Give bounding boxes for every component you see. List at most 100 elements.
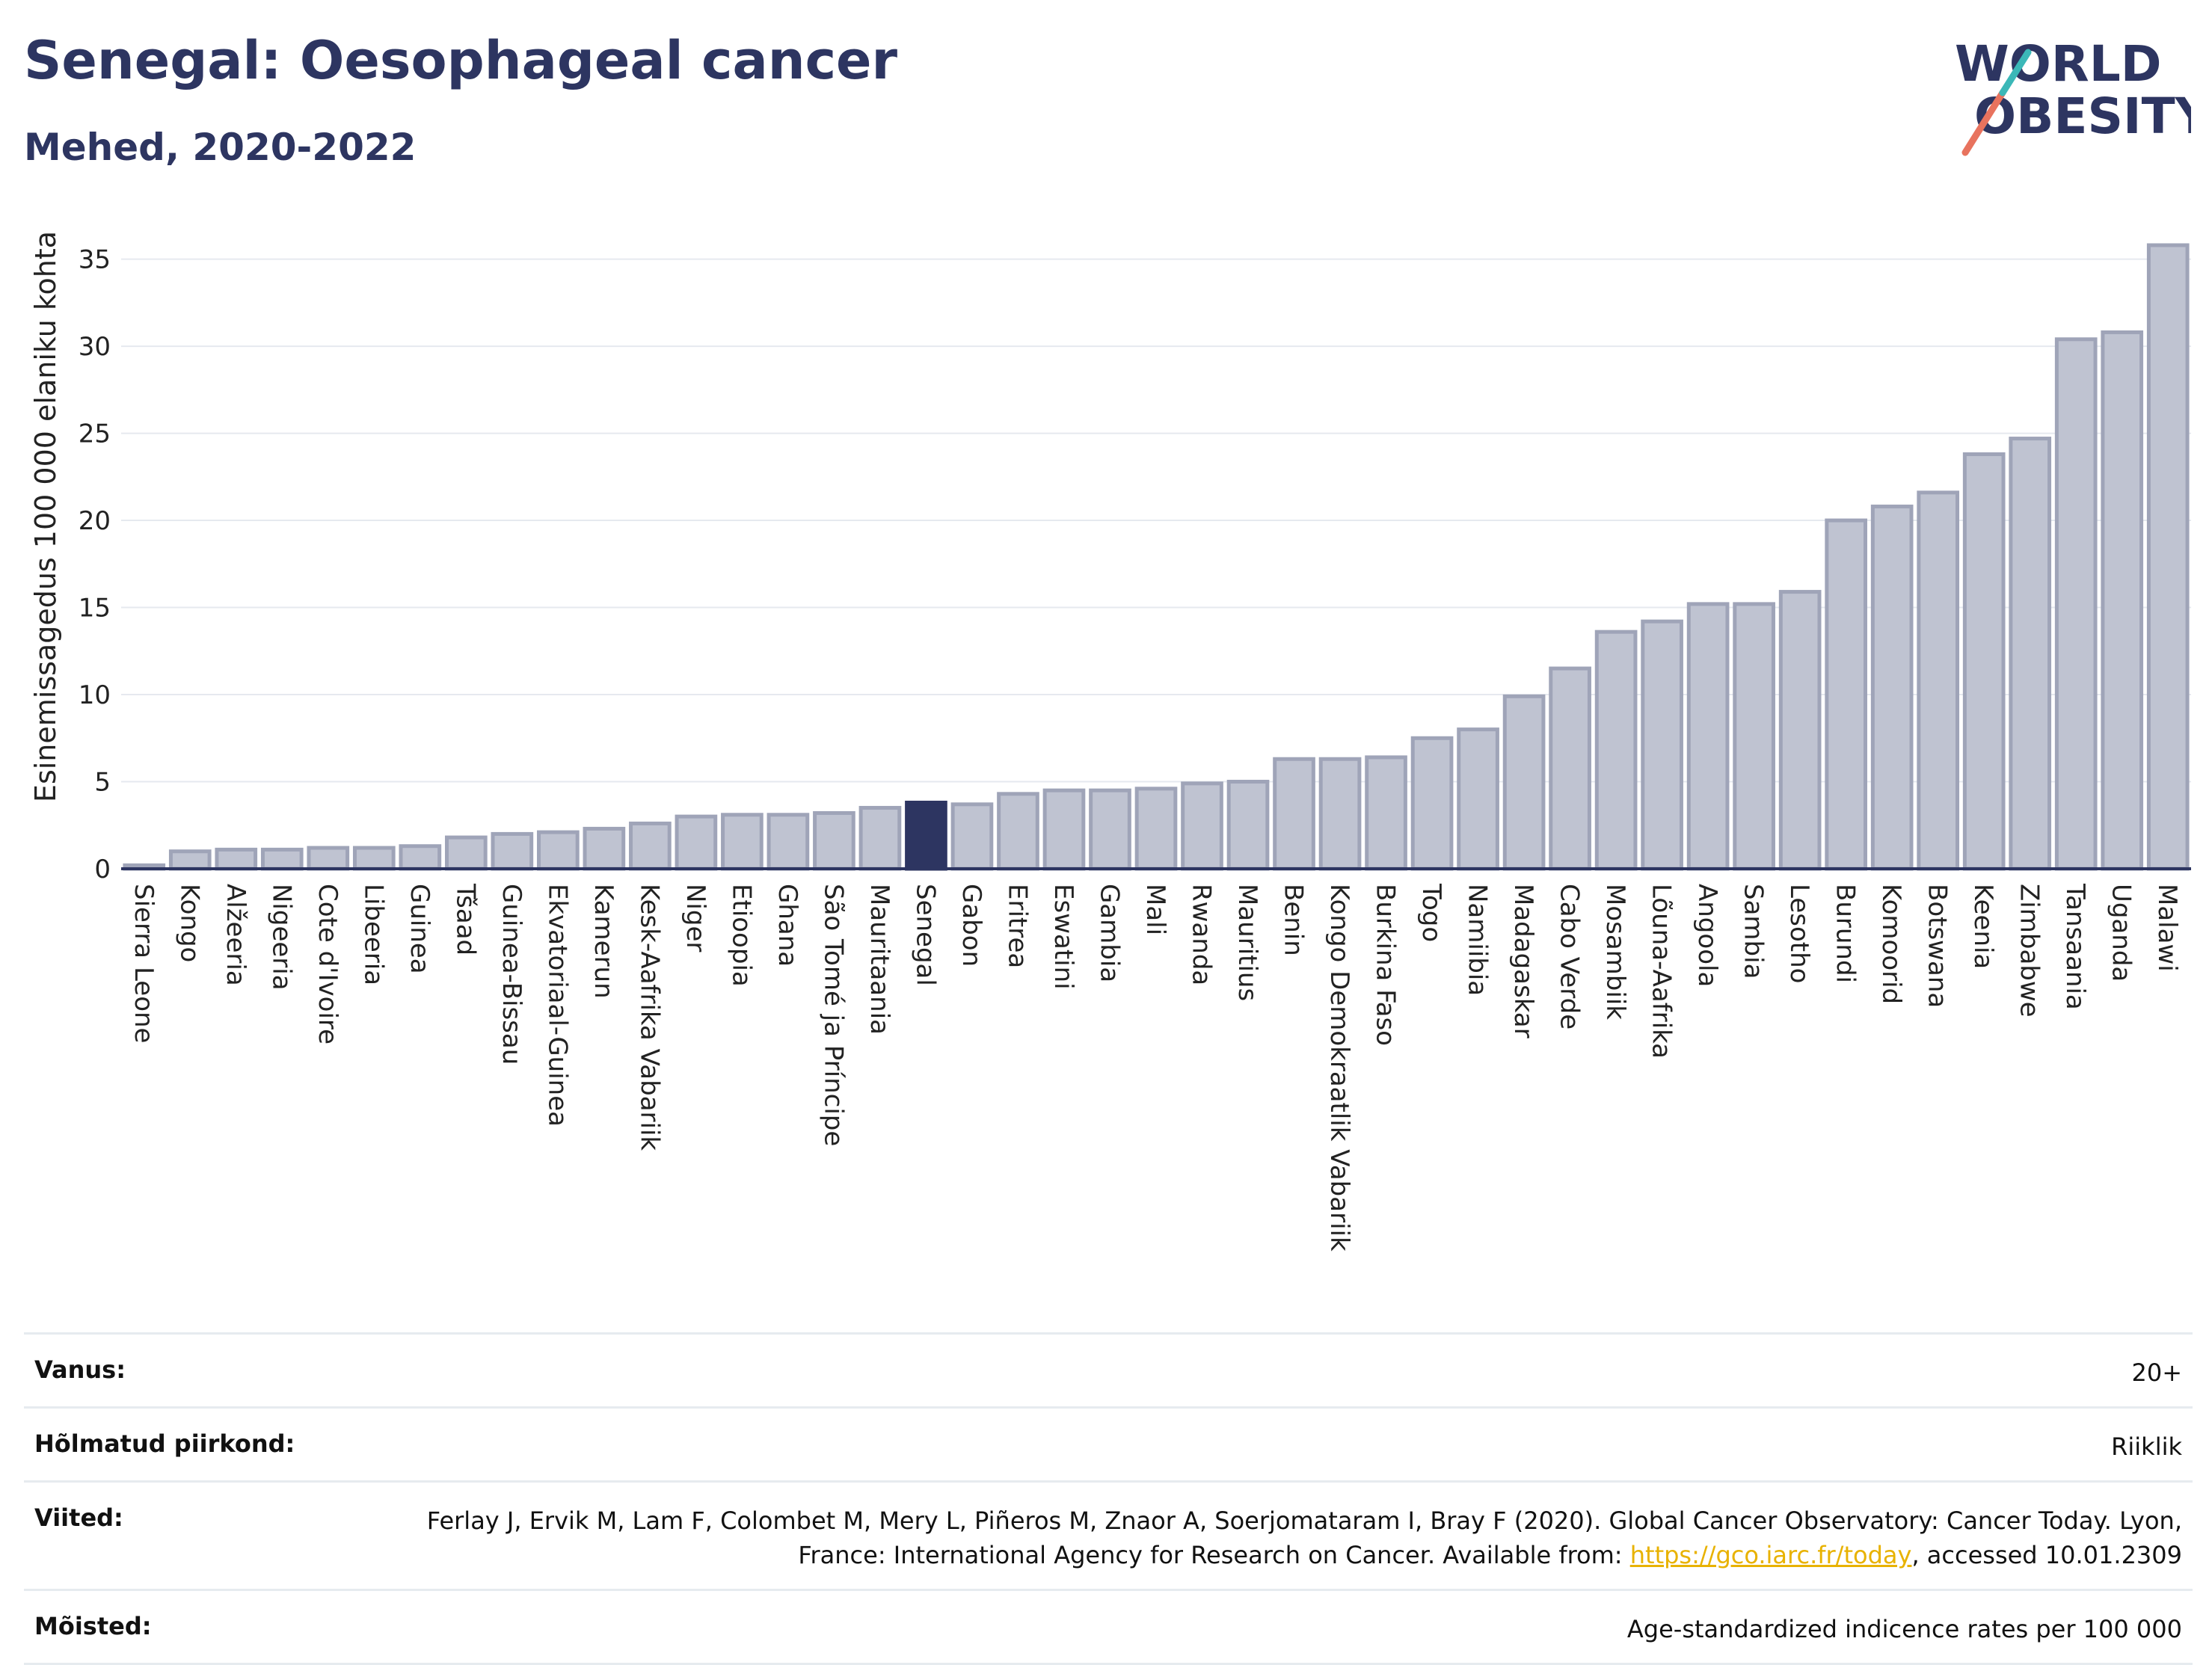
y-tick-label-0: 0 <box>94 855 111 884</box>
x-tick-label: Kongo Demokraatlik Vabariik <box>1324 884 1354 1252</box>
x-tick-label: Guinea-Bissau <box>497 884 526 1065</box>
x-tick-label: Mauritius <box>1232 884 1262 1001</box>
bar-kongo-demokraatlik-vabariik <box>1318 757 1362 871</box>
x-tick-label: Angoola <box>1692 884 1722 987</box>
bar-togo <box>1410 736 1454 871</box>
region-label: Hõlmatud piirkond: <box>34 1429 295 1458</box>
references-label: Viited: <box>34 1504 123 1532</box>
x-tick-label: Komoorid <box>1876 884 1906 1004</box>
x-tick-label: Malawi <box>2152 884 2182 972</box>
y-tick-label-5: 5 <box>94 768 111 798</box>
bar-guinea <box>399 844 442 871</box>
bar-s-o-tom-ja-pr-ncipe <box>813 810 855 871</box>
bar-malawi <box>2146 243 2190 871</box>
logo-line1: WORLD <box>1955 35 2162 93</box>
x-tick-label: Lõuna-Aafrika <box>1647 884 1677 1059</box>
bar-uganda <box>2101 330 2144 871</box>
references-link[interactable]: https://gco.iarc.fr/today <box>1629 1541 1912 1569</box>
x-tick-label: Rwanda <box>1187 884 1217 985</box>
bar-niger <box>675 814 718 871</box>
logo-slash-red <box>1961 89 2006 156</box>
x-tick-label: Togo <box>1416 883 1446 942</box>
bar-mali <box>1134 787 1178 871</box>
x-tick-label: Kongo <box>174 884 204 962</box>
bar-ghana <box>766 813 810 871</box>
x-tick-label: Sambia <box>1739 884 1769 979</box>
references-value: Ferlay J, Ervik M, Lam F, Colombet M, Me… <box>387 1504 2182 1572</box>
x-tick-label: Burkina Faso <box>1371 884 1401 1046</box>
age-label: Vanus: <box>34 1355 126 1384</box>
bar-madagaskar <box>1502 694 1546 871</box>
x-tick-label: Libeeria <box>358 884 388 985</box>
bar-eritrea <box>997 792 1039 871</box>
bar-gambia <box>1089 788 1131 871</box>
bar-cabo-verde <box>1549 666 1591 871</box>
x-tick-label: Kesk-Aafrika Vabariik <box>634 884 664 1151</box>
bar-cote-d-ivoire <box>307 846 350 871</box>
references-accessed: , accessed 10.01.2309 <box>1911 1541 2182 1569</box>
x-tick-label: Namiibia <box>1463 884 1493 996</box>
x-tick-label: Madagaskar <box>1508 884 1538 1038</box>
y-axis-label: Esinemissagedus 100 000 elaniku kohta <box>29 231 62 802</box>
x-tick-label: Keenia <box>1968 884 1998 969</box>
x-tick-label: Kamerun <box>589 884 618 999</box>
bar-etioopia <box>721 813 764 871</box>
x-tick-label: Nigeeria <box>266 884 296 991</box>
bar-keenia <box>1962 452 2006 871</box>
bar-chart: 0 5 10 15 20 25 30 35 Sierra Leone Kongo Alžeeria N… <box>29 231 2191 1252</box>
references-text: Ferlay J, Ervik M, Lam F, Colombet M, Me… <box>426 1506 2182 1569</box>
x-tick-label: Mali <box>1140 884 1170 935</box>
bar-benin <box>1273 757 1315 871</box>
bar-guinea-bissau <box>491 831 534 871</box>
x-tick-label: Botswana <box>1923 884 1953 1008</box>
meta-row-definitions: Mõisted: Age-standardized indicence rate… <box>24 1589 2193 1665</box>
bar-komoorid <box>1870 504 1914 871</box>
bar-kesk-aafrika-vabariik <box>629 821 672 871</box>
meta-row-region: Hõlmatud piirkond: Riiklik <box>24 1406 2193 1480</box>
x-tick-label: Ghana <box>772 884 802 967</box>
bar-t-aad <box>444 835 488 871</box>
bar-lesotho <box>1778 590 1822 871</box>
page-subtitle: Mehed, 2020-2022 <box>24 126 417 169</box>
x-tick-label: Eritrea <box>1002 884 1032 968</box>
bar-rwanda <box>1181 781 1223 871</box>
x-tick-label: Zimbabwe <box>2015 884 2044 1018</box>
x-tick-label: Cabo Verde <box>1555 884 1585 1030</box>
x-tick-label: Cote d'Ivoire <box>313 884 342 1044</box>
bar-zimbabwe <box>2009 437 2052 871</box>
y-tick-label-25: 25 <box>79 419 111 449</box>
x-tick-label: Tansaania <box>2060 883 2090 1010</box>
logo-line2: OBESITY <box>1974 87 2191 145</box>
x-tick-label: Senegal <box>910 884 940 986</box>
bar-mauritius <box>1226 780 1270 871</box>
x-tick-label: Lesotho <box>1784 884 1814 983</box>
bar-angoola <box>1686 602 1730 871</box>
bar-burundi <box>1825 518 1868 871</box>
bar-al-eeria <box>215 847 258 871</box>
y-tick-label-20: 20 <box>79 506 111 536</box>
x-tick-label: Gabon <box>956 884 986 967</box>
meta-row-references: Viited: Ferlay J, Ervik M, Lam F, Colomb… <box>24 1480 2193 1589</box>
x-tick-label: Mosambiik <box>1600 884 1630 1020</box>
bar-ekvatoriaal-guinea <box>537 830 580 871</box>
y-tick-label-10: 10 <box>79 680 111 710</box>
x-tick-label: Mauritaania <box>864 884 894 1035</box>
bar-botswana <box>1917 490 1960 871</box>
bar-nigeeria <box>260 847 304 871</box>
world-obesity-logo: WORLD OBESITY <box>1955 35 2191 156</box>
age-value: 20+ <box>2131 1358 2182 1387</box>
definitions-label: Mõisted: <box>34 1612 152 1640</box>
x-tick-label: Uganda <box>2107 884 2136 982</box>
bar-kamerun <box>583 826 626 871</box>
definitions-value: Age-standardized indicence rates per 100… <box>1626 1615 2182 1643</box>
x-tick-label: Niger <box>681 884 710 952</box>
bar-burkina-faso <box>1365 755 1407 871</box>
metadata-table: Vanus: 20+ Hõlmatud piirkond: Riiklik Vi… <box>24 1332 2193 1665</box>
x-tick-label: Gambia <box>1094 884 1124 982</box>
x-tick-label: Alžeeria <box>221 884 251 986</box>
x-tick-label: Benin <box>1279 884 1309 956</box>
bar-tansaania <box>2054 337 2098 871</box>
bar-eswatini <box>1042 788 1086 871</box>
y-tick-label-15: 15 <box>79 594 111 624</box>
bar-libeeria <box>352 846 396 871</box>
